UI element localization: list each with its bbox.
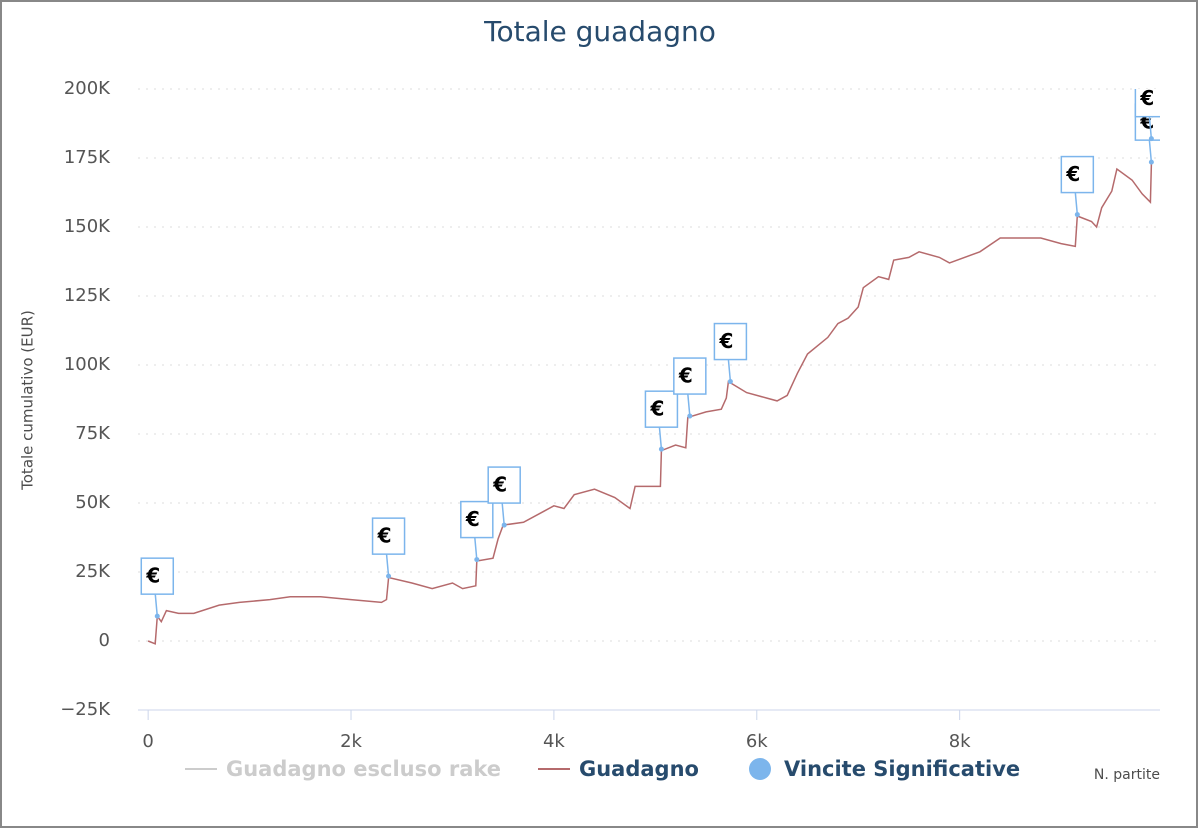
flag-box	[644, 390, 679, 428]
flag-box	[1134, 89, 1160, 118]
y-tick-label: 50K	[75, 492, 111, 513]
flag-connector	[658, 427, 663, 450]
x-tick-label: 8k	[949, 731, 971, 752]
flag-connector	[687, 393, 691, 417]
x-axis-title: N. partite	[1094, 767, 1160, 783]
flag-box	[1060, 155, 1095, 194]
flag-label: €	[1139, 86, 1154, 110]
flag-label: €	[649, 397, 664, 421]
significant-win	[687, 413, 693, 419]
flag-connector	[1148, 140, 1153, 163]
flag-label: €	[678, 364, 693, 388]
legend-symbol	[749, 758, 771, 780]
flag-connector	[474, 537, 478, 560]
y-tick-label: 200K	[64, 78, 111, 99]
flag-label: €	[145, 564, 160, 588]
legend-label: Vincite Significative	[784, 757, 1020, 781]
flag-box	[487, 466, 521, 504]
flag-label: €	[465, 507, 480, 531]
legend-item[interactable]: Guadagno	[538, 757, 699, 781]
flag-label: €	[492, 473, 507, 497]
flag-box	[713, 322, 748, 361]
significant-win	[727, 379, 733, 385]
y-tick-label: 175K	[64, 147, 111, 168]
significant-win	[1148, 136, 1154, 142]
flag-label: €	[718, 329, 733, 353]
x-tick-label: 4k	[543, 731, 565, 752]
significant-win	[386, 573, 392, 579]
significant-win	[1148, 159, 1154, 165]
flag-connector	[727, 359, 732, 382]
x-tick-label: 6k	[746, 731, 768, 752]
y-tick-label: 25K	[75, 561, 111, 582]
plot-area: €€€€€€€€€€	[140, 86, 1160, 645]
y-tick-label: 100K	[64, 354, 111, 375]
y-axis-title: Totale cumulativo (EUR)	[19, 310, 37, 491]
significant-win	[154, 613, 160, 619]
flag-connector	[501, 503, 505, 526]
legend-label: Guadagno escluso rake	[226, 757, 501, 781]
legend-item[interactable]: Guadagno escluso rake	[185, 757, 501, 781]
flag-label: €	[1065, 162, 1080, 186]
significant-win	[501, 522, 507, 528]
y-tick-label: −25K	[60, 699, 111, 720]
flag-label: €	[377, 524, 392, 548]
y-tick-label: 75K	[75, 423, 111, 444]
flag-box	[371, 517, 406, 555]
flag-box	[140, 557, 175, 595]
x-tick-label: 2k	[340, 731, 362, 752]
chart-title: Totale guadagno	[483, 15, 716, 48]
y-tick-label: 0	[99, 630, 110, 651]
flag-box	[673, 357, 707, 395]
significant-win	[474, 557, 480, 563]
flag-connector	[1074, 192, 1079, 215]
flag-connector	[154, 594, 159, 617]
x-tick-label: 0	[142, 731, 153, 752]
flag-connector	[385, 554, 390, 577]
flag-box	[460, 500, 494, 539]
y-tick-label: 125K	[64, 285, 111, 306]
significant-win	[1074, 212, 1080, 218]
legend-label: Guadagno	[579, 757, 699, 781]
flag-connector	[1148, 116, 1153, 139]
legend-item[interactable]: Vincite Significative	[749, 757, 1020, 781]
significant-win	[658, 446, 664, 452]
y-tick-label: 150K	[64, 216, 111, 237]
